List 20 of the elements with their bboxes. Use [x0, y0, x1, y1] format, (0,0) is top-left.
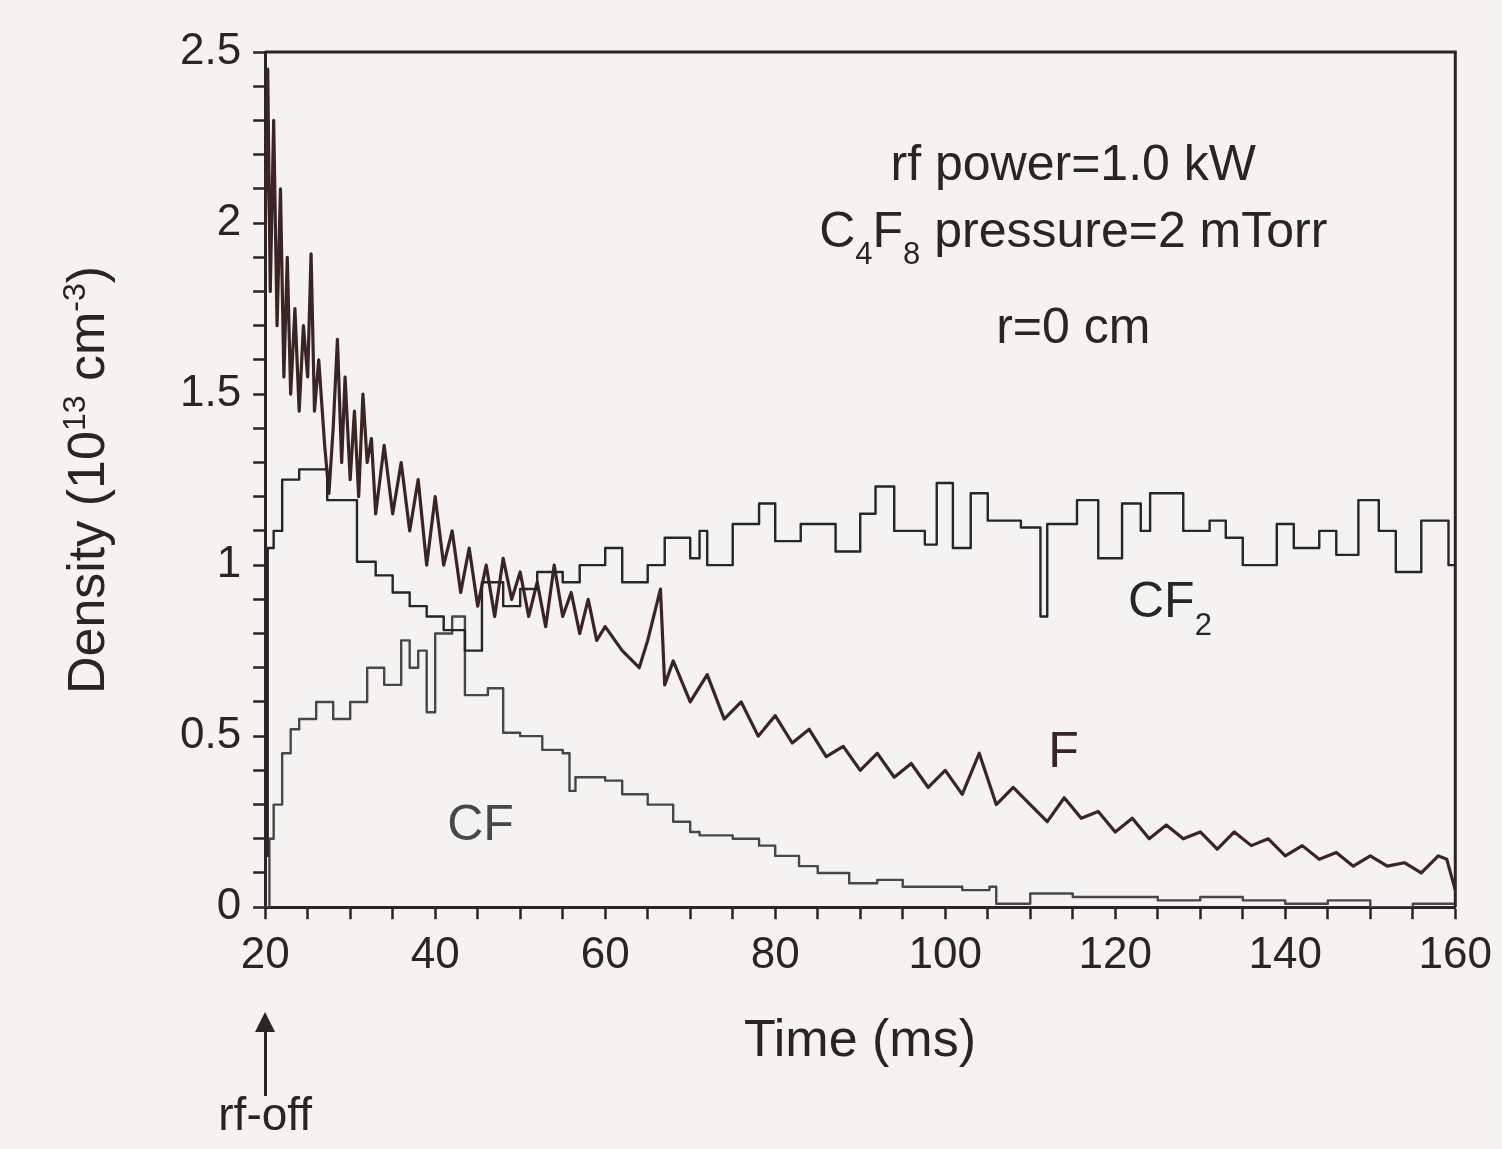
y-tick-label: 0 — [216, 879, 242, 929]
y-tick-label: 1 — [216, 537, 242, 587]
x-tick-label: 160 — [1418, 927, 1492, 977]
x-tick-label: 120 — [1078, 927, 1152, 977]
series-label: F — [1048, 721, 1079, 778]
x-tick-label: 140 — [1248, 927, 1322, 977]
annotation: r=0 cm — [996, 297, 1151, 354]
y-tick-label: 1.5 — [179, 366, 242, 416]
annotation: rf power=1.0 kW — [890, 135, 1257, 192]
y-tick-label: 2 — [216, 195, 242, 245]
x-tick-label: 80 — [750, 927, 800, 977]
series-label: CF — [447, 794, 514, 851]
y-tick-label: 0.5 — [179, 708, 242, 758]
x-axis-title: Time (ms) — [743, 1009, 977, 1067]
x-tick-label: 100 — [908, 927, 982, 977]
x-tick-label: 60 — [580, 927, 630, 977]
y-tick-label: 2.5 — [179, 24, 242, 74]
x-tick-label: 20 — [240, 927, 290, 977]
text: rf-off — [218, 1087, 313, 1140]
x-tick-label: 40 — [410, 927, 460, 977]
